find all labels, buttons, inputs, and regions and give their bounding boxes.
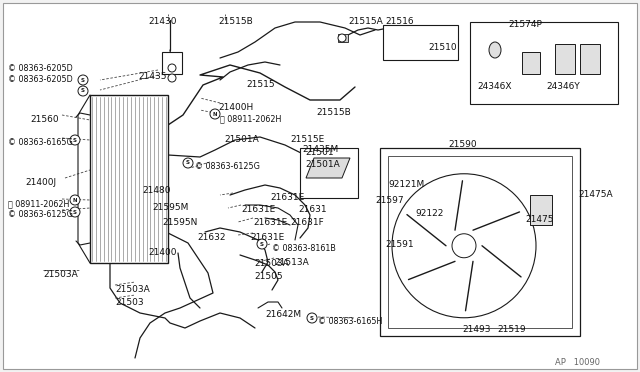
- Text: 21642M: 21642M: [265, 310, 301, 319]
- Polygon shape: [306, 158, 350, 178]
- Bar: [530, 195, 552, 225]
- Text: 21493: 21493: [462, 325, 490, 334]
- Text: Ⓝ 08911-2062H: Ⓝ 08911-2062H: [8, 199, 69, 208]
- Text: 21503A: 21503A: [254, 259, 289, 268]
- Text: 21631E: 21631E: [270, 193, 304, 202]
- Bar: [338, 34, 348, 42]
- Text: 21475A: 21475A: [578, 190, 612, 199]
- Text: 21513A: 21513A: [274, 258, 308, 267]
- Text: 24346Y: 24346Y: [546, 82, 580, 91]
- Text: 21400: 21400: [148, 248, 177, 257]
- Bar: [90, 95, 168, 263]
- Text: © 08363-8161B: © 08363-8161B: [272, 244, 336, 253]
- Text: 21435M: 21435M: [302, 145, 339, 154]
- Ellipse shape: [489, 42, 501, 58]
- Text: 21435: 21435: [138, 72, 166, 81]
- Text: 21631: 21631: [298, 205, 326, 214]
- Text: 21632: 21632: [197, 233, 225, 242]
- Text: 92122: 92122: [415, 209, 444, 218]
- Text: 21510: 21510: [428, 43, 456, 52]
- Text: 21631E: 21631E: [253, 218, 287, 227]
- Text: 21595N: 21595N: [162, 218, 197, 227]
- Circle shape: [392, 174, 536, 318]
- Text: © 08363-6205D: © 08363-6205D: [8, 64, 73, 73]
- Text: 21597: 21597: [375, 196, 404, 205]
- Text: 21515B: 21515B: [316, 108, 351, 117]
- Circle shape: [307, 313, 317, 323]
- Text: 21400J: 21400J: [25, 178, 56, 187]
- Text: N: N: [212, 112, 217, 116]
- Circle shape: [452, 234, 476, 258]
- Text: S: S: [186, 160, 190, 166]
- Text: 21480: 21480: [142, 186, 170, 195]
- Bar: [300, 148, 358, 198]
- Text: 21631F: 21631F: [290, 218, 324, 227]
- Bar: [383, 25, 458, 60]
- Text: 21400H: 21400H: [218, 103, 253, 112]
- Text: 21501A: 21501A: [305, 160, 340, 169]
- Bar: [470, 22, 618, 104]
- Text: © 08363-6125G: © 08363-6125G: [8, 210, 73, 219]
- Text: 21515E: 21515E: [290, 135, 324, 144]
- Text: 21503A: 21503A: [115, 285, 150, 294]
- Text: 21515B: 21515B: [218, 17, 253, 26]
- Circle shape: [70, 195, 80, 205]
- Bar: [580, 44, 600, 74]
- Text: 21515: 21515: [246, 80, 275, 89]
- Text: S: S: [81, 77, 85, 83]
- Circle shape: [168, 74, 176, 82]
- Text: 21595M: 21595M: [152, 203, 188, 212]
- Text: 21503: 21503: [115, 298, 143, 307]
- Circle shape: [70, 135, 80, 145]
- Text: 21560: 21560: [30, 115, 59, 124]
- Text: 21501A: 21501A: [224, 135, 259, 144]
- Circle shape: [168, 64, 176, 72]
- Text: Ⓝ 08911-2062H: Ⓝ 08911-2062H: [220, 114, 282, 123]
- Bar: [522, 52, 540, 74]
- Text: 21516: 21516: [385, 17, 413, 26]
- Text: N: N: [73, 198, 77, 202]
- Circle shape: [183, 158, 193, 168]
- Text: 92121M: 92121M: [388, 180, 424, 189]
- Text: 21631E: 21631E: [250, 233, 284, 242]
- Text: 21503A: 21503A: [43, 270, 77, 279]
- Circle shape: [70, 207, 80, 217]
- Text: S: S: [73, 209, 77, 215]
- Text: 21574P: 21574P: [508, 20, 542, 29]
- Circle shape: [210, 109, 220, 119]
- Text: AP   10090: AP 10090: [555, 358, 600, 367]
- Text: 21590: 21590: [448, 140, 477, 149]
- Circle shape: [78, 86, 88, 96]
- Text: 21519: 21519: [497, 325, 525, 334]
- Bar: [162, 52, 182, 74]
- Text: S: S: [73, 138, 77, 142]
- Text: 21430: 21430: [148, 17, 177, 26]
- Text: © 08363-6165G: © 08363-6165G: [8, 138, 73, 147]
- Bar: [555, 44, 575, 74]
- Text: 21505: 21505: [254, 272, 283, 281]
- Text: © 08363-6125G: © 08363-6125G: [195, 162, 260, 171]
- Text: 21515A: 21515A: [348, 17, 383, 26]
- Circle shape: [257, 239, 267, 249]
- Text: © 08363-6165H: © 08363-6165H: [318, 317, 382, 326]
- Text: 21631E: 21631E: [241, 205, 275, 214]
- Text: 21501: 21501: [305, 148, 333, 157]
- Circle shape: [338, 34, 346, 42]
- Text: 21591: 21591: [385, 240, 413, 249]
- Text: 24346X: 24346X: [477, 82, 511, 91]
- Text: S: S: [81, 89, 85, 93]
- Circle shape: [78, 75, 88, 85]
- Bar: [388, 156, 572, 328]
- Text: © 08363-6205D: © 08363-6205D: [8, 75, 73, 84]
- Text: 21475: 21475: [525, 215, 554, 224]
- Text: S: S: [260, 241, 264, 247]
- Text: S: S: [310, 315, 314, 321]
- Bar: [380, 148, 580, 336]
